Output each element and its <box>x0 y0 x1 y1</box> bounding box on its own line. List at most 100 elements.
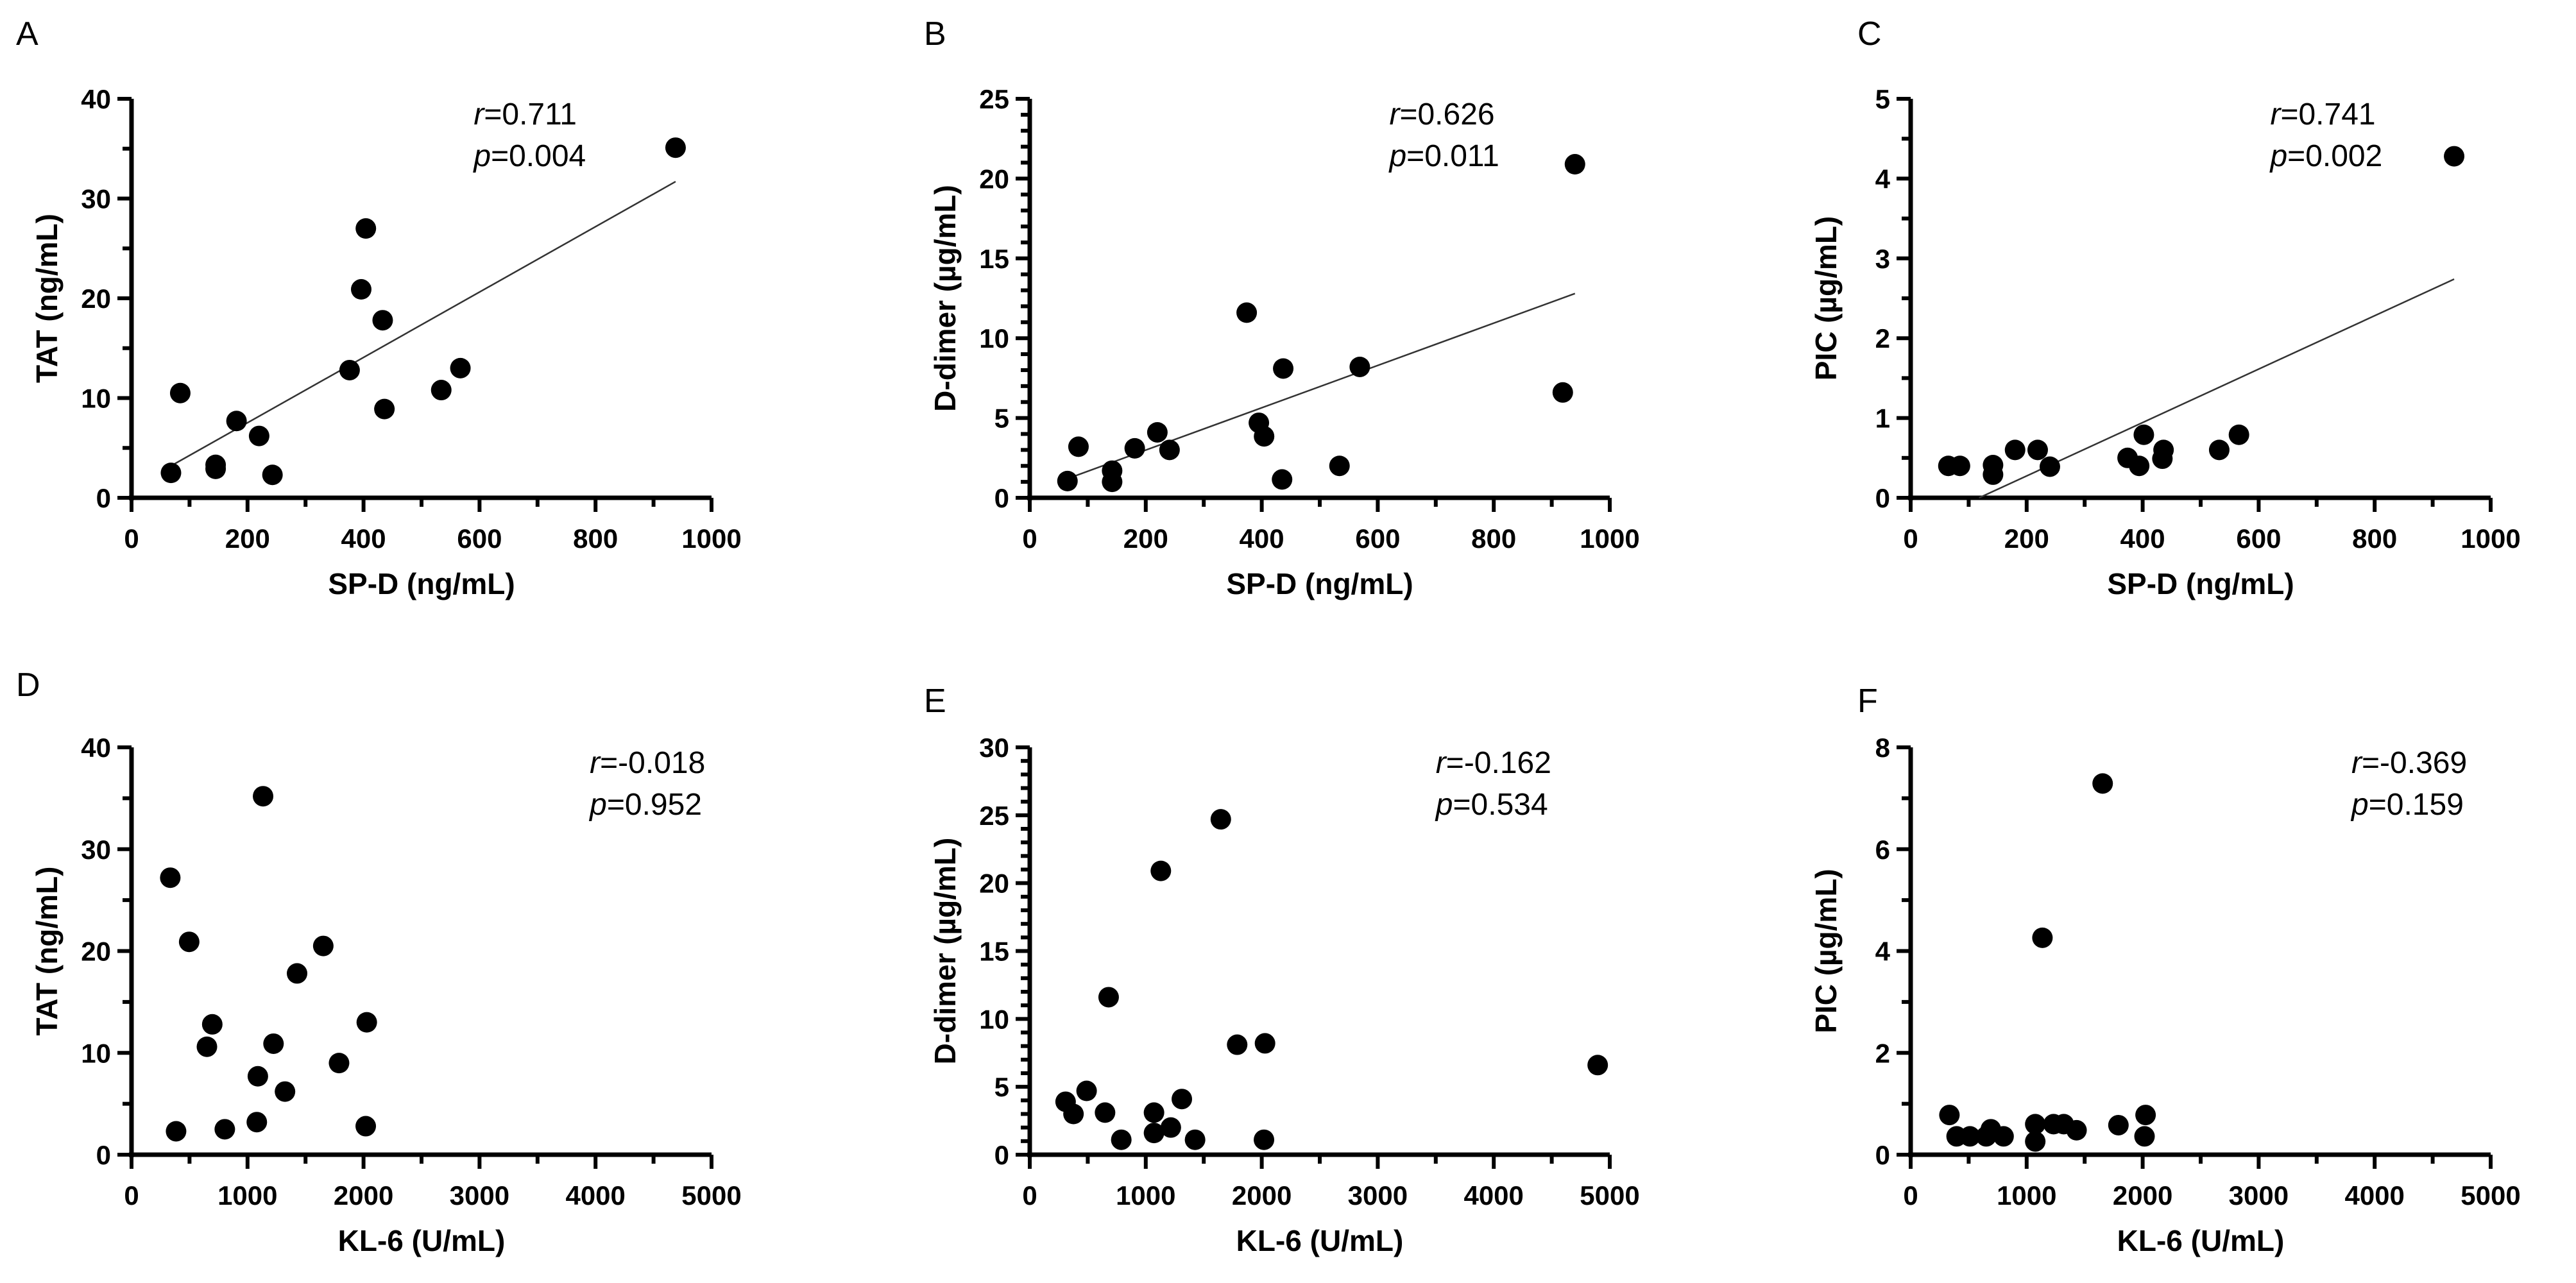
x-tick-label: 400 <box>2120 523 2165 554</box>
y-tick-label: 1 <box>1875 404 1890 434</box>
y-tick-label: 30 <box>81 184 111 214</box>
p-label: p <box>588 788 607 822</box>
data-point <box>665 137 686 158</box>
data-point <box>1254 426 1275 447</box>
x-tick-label: 2000 <box>1232 1180 1292 1211</box>
x-tick-label: 400 <box>1240 523 1284 554</box>
p-label: p <box>2350 788 2369 822</box>
data-point <box>374 398 395 420</box>
p-statistic: p=0.952 <box>588 788 702 822</box>
p-statistic: p=0.011 <box>1388 139 1499 173</box>
r-value: =0.711 <box>484 98 577 132</box>
data-point <box>169 382 191 404</box>
panel-letter: B <box>924 15 946 53</box>
data-point <box>1949 455 1970 477</box>
y-tick-label: 10 <box>979 323 1009 353</box>
p-value: =0.534 <box>1453 788 1548 822</box>
data-point <box>2135 1105 2156 1126</box>
data-point <box>2025 1114 2046 1135</box>
y-tick-label: 25 <box>979 84 1009 114</box>
data-point <box>339 359 360 380</box>
r-label: r <box>590 746 601 780</box>
data-point <box>350 279 371 300</box>
r-statistic: r=0.626 <box>1389 98 1494 132</box>
data-point <box>1095 1102 1116 1123</box>
data-point <box>355 218 377 239</box>
y-tick-label: 4 <box>1875 164 1891 194</box>
x-tick-label: 1000 <box>1116 1180 1175 1211</box>
data-point <box>2134 1126 2155 1147</box>
r-statistic: r=-0.369 <box>2351 746 2467 780</box>
x-axis-title: KL-6 (U/mL) <box>338 1224 506 1257</box>
data-point <box>1172 1089 1193 1110</box>
p-value: =0.159 <box>2369 788 2464 822</box>
data-point <box>450 357 471 378</box>
y-tick-label: 10 <box>81 1038 111 1068</box>
x-tick-label: 200 <box>2004 523 2049 554</box>
p-label: p <box>1435 788 1453 822</box>
data-point <box>226 411 247 432</box>
y-tick-label: 0 <box>994 483 1009 513</box>
y-tick-label: 30 <box>81 835 111 865</box>
data-point <box>2153 439 2174 461</box>
x-tick-label: 4000 <box>2344 1180 2404 1211</box>
x-tick-label: 600 <box>1355 523 1400 554</box>
data-point <box>178 931 200 953</box>
y-tick-label: 8 <box>1875 733 1890 763</box>
x-tick-label: 5000 <box>681 1180 741 1211</box>
y-tick-label: 10 <box>979 1004 1009 1034</box>
y-tick-label: 10 <box>81 384 111 414</box>
r-label: r <box>2270 98 2282 132</box>
y-tick-label: 15 <box>979 244 1009 274</box>
data-point <box>1329 455 1350 477</box>
data-point <box>246 1112 268 1133</box>
data-point <box>253 786 274 807</box>
y-tick-label: 6 <box>1875 835 1890 865</box>
data-point <box>2039 456 2060 477</box>
y-tick-label: 15 <box>979 937 1009 967</box>
data-point <box>196 1036 218 1057</box>
x-tick-label: 0 <box>1903 1180 1918 1211</box>
data-point <box>356 1012 377 1033</box>
y-tick-label: 4 <box>1875 937 1891 967</box>
x-tick-label: 800 <box>573 523 618 554</box>
y-tick-label: 0 <box>1875 483 1890 513</box>
data-point <box>248 425 269 446</box>
data-point <box>275 1081 296 1102</box>
y-axis-title: TAT (ng/mL) <box>30 214 64 383</box>
p-statistic: p=0.534 <box>1435 788 1548 822</box>
data-point <box>1227 1034 1248 1055</box>
x-axis-title: KL-6 (U/mL) <box>2117 1224 2285 1257</box>
data-point <box>2228 424 2249 445</box>
x-tick-label: 0 <box>1022 1180 1037 1211</box>
p-value: =0.011 <box>1406 139 1499 173</box>
y-axis-title: D-dimer (µg/mL) <box>928 838 962 1065</box>
x-tick-label: 0 <box>124 1180 139 1211</box>
y-tick-label: 5 <box>994 1072 1009 1102</box>
data-point <box>2108 1114 2129 1135</box>
panel-c: C 0 1 2 3 4 5 0 200 400 600 800 1000 SP-D (ng/mL) PIC … <box>1809 15 2521 600</box>
x-tick-label: 1000 <box>2461 523 2520 554</box>
data-point <box>2004 439 2026 461</box>
data-point <box>2027 439 2048 461</box>
x-tick-label: 3000 <box>1348 1180 1408 1211</box>
data-point <box>1076 1080 1097 1101</box>
data-point <box>1273 358 1294 379</box>
data-point <box>2025 1131 2046 1152</box>
x-axis-title: SP-D (ng/mL) <box>1226 567 1413 600</box>
data-point <box>1254 1129 1275 1150</box>
y-tick-label: 0 <box>96 483 111 513</box>
data-point <box>262 464 283 486</box>
x-tick-label: 3000 <box>2229 1180 2289 1211</box>
panel-letter: E <box>924 683 946 720</box>
x-tick-label: 5000 <box>2461 1180 2520 1211</box>
data-point <box>1150 860 1172 881</box>
data-point <box>1063 1103 1084 1125</box>
data-point <box>2444 146 2465 167</box>
data-point <box>1939 1105 1960 1126</box>
x-tick-label: 2000 <box>2113 1180 2172 1211</box>
x-tick-label: 400 <box>341 523 386 554</box>
data-point <box>2032 927 2053 948</box>
y-tick-label: 0 <box>96 1140 111 1170</box>
